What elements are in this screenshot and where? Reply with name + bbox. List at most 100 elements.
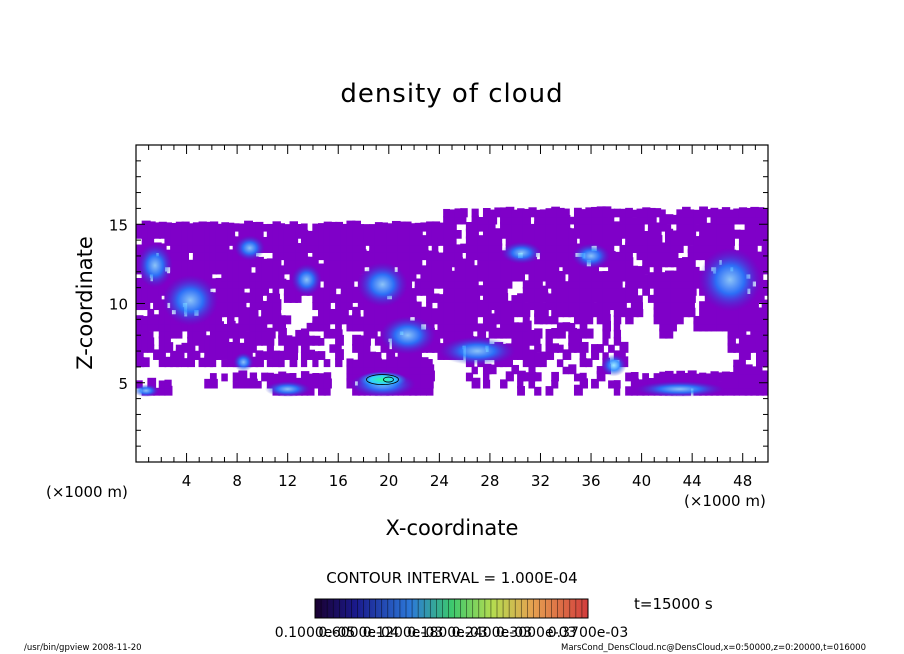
cloud-cell	[642, 286, 650, 296]
cloud-cell	[562, 243, 571, 253]
cloud-cell	[505, 330, 513, 339]
cloud-cell	[494, 243, 503, 253]
cloud-cell	[568, 301, 576, 311]
cloud-cell	[391, 365, 400, 375]
cloud-cell	[443, 308, 451, 318]
cloud-cell	[238, 230, 245, 239]
cloud-cell	[602, 307, 611, 318]
cloud-cell	[369, 328, 378, 339]
cloud-cell	[494, 309, 501, 318]
cloud-cell	[670, 258, 678, 268]
cloud-cell	[198, 344, 206, 353]
cloud-cell	[414, 309, 422, 318]
cloud-cell	[579, 287, 587, 296]
cloud-cell	[244, 292, 253, 303]
cloud-cell	[591, 206, 600, 218]
cloud-cell	[192, 323, 200, 332]
cloud-cell	[312, 351, 320, 360]
cloud-cell	[346, 228, 355, 239]
x-tick-label: 12	[278, 472, 297, 490]
colorbar-label: 0.2400e-03	[452, 625, 532, 641]
cloud-cell	[596, 236, 605, 246]
cloud-cell	[755, 338, 763, 346]
cloud-cell	[710, 243, 719, 253]
cloud-cell	[556, 250, 565, 261]
cloud-cell	[528, 235, 537, 246]
cloud-cell	[653, 286, 662, 296]
cloud-cell	[619, 216, 627, 225]
cloud-cell	[482, 242, 492, 253]
cloud-cell	[630, 295, 638, 303]
cloud-cell	[227, 270, 236, 282]
cloud-cell	[761, 236, 768, 246]
cloud-cell	[283, 238, 291, 246]
cloud-cell	[391, 249, 401, 261]
cloud-cell	[255, 350, 264, 360]
cloud-cell	[352, 263, 361, 275]
cloud-cell	[721, 380, 729, 389]
cloud-cell	[181, 250, 189, 261]
cloud-cell	[500, 316, 507, 325]
cloud-cell	[346, 364, 355, 375]
cloud-cell	[283, 287, 291, 296]
cloud-cell	[517, 215, 525, 225]
cloud-cell	[283, 252, 291, 261]
cloud-cell	[323, 229, 332, 239]
cloud-cell	[482, 294, 490, 303]
cloud-cell	[471, 243, 480, 253]
cloud-cell	[147, 337, 155, 346]
cloud-cell	[323, 242, 333, 253]
cloud-cell	[761, 222, 768, 232]
cloud-cell	[562, 222, 571, 232]
cloud-cell	[755, 292, 765, 303]
cloud-cell	[591, 215, 599, 225]
cloud-cell	[204, 231, 211, 239]
cloud-cell	[363, 250, 372, 261]
cloud-cell	[255, 293, 263, 303]
cloud-cell	[659, 214, 668, 225]
cloud-cell	[272, 272, 280, 282]
cloud-cell	[625, 238, 632, 246]
cloud-cell	[136, 223, 143, 232]
cloud-cell	[300, 351, 308, 360]
cloud-cell	[187, 228, 196, 239]
cloud-cell	[443, 223, 450, 232]
cloud-cell	[710, 235, 720, 246]
cloud-cell	[357, 359, 365, 368]
cloud-cell	[329, 328, 338, 339]
cloud-cell	[755, 320, 765, 332]
dense-cloud-region	[601, 354, 627, 377]
cloud-cell	[409, 230, 416, 239]
x-tick-label: 44	[683, 472, 702, 490]
cloud-cell	[596, 302, 604, 311]
cloud-cell	[227, 329, 235, 339]
cloud-cell	[426, 308, 434, 318]
cloud-cell	[181, 221, 190, 232]
cloud-cell	[761, 329, 768, 339]
cloud-cell	[164, 342, 174, 353]
cloud-cell	[488, 321, 497, 332]
cloud-cell	[704, 373, 712, 382]
cloud-cell	[454, 315, 462, 325]
cloud-cell	[579, 295, 587, 303]
cloud-cell	[181, 321, 190, 332]
cloud-cell	[170, 236, 178, 246]
cloud-cell	[636, 280, 643, 289]
cloud-cell	[704, 235, 714, 246]
cloud-cell	[215, 307, 224, 318]
cloud-cell	[369, 224, 376, 232]
cloud-cell	[733, 314, 741, 325]
cloud-cell	[534, 234, 544, 246]
cloud-cell	[767, 328, 768, 339]
cloud-cell	[482, 373, 490, 382]
cloud-cell	[221, 286, 229, 296]
cloud-cell	[426, 279, 434, 289]
cloud-cell	[625, 242, 634, 253]
cloud-cell	[517, 306, 526, 318]
cloud-cell	[636, 244, 644, 253]
cloud-cell	[204, 256, 214, 268]
cloud-cell	[420, 387, 428, 396]
cloud-cell	[744, 385, 753, 396]
cloud-cell	[522, 344, 530, 353]
cloud-cell	[318, 385, 327, 396]
